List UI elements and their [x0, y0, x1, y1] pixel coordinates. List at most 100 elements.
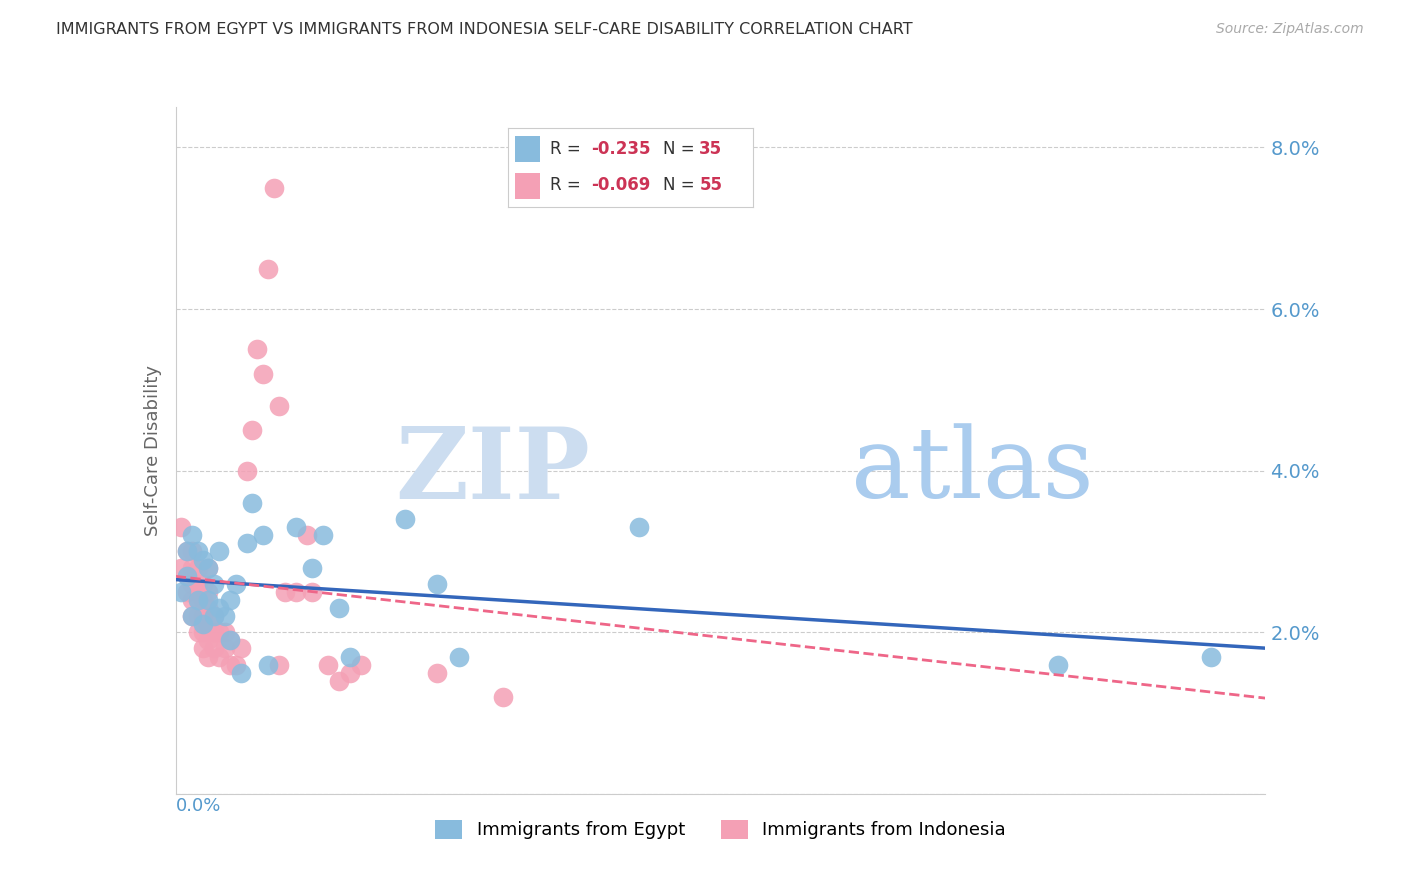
Text: R =: R = [550, 177, 586, 194]
Point [186, 593, 209, 607]
Point [225, 657, 247, 672]
Point [181, 609, 204, 624]
Point [269, 399, 291, 413]
Point [176, 568, 198, 582]
Y-axis label: Self-Care Disability: Self-Care Disability [143, 365, 162, 536]
Point [191, 609, 214, 624]
Point [295, 528, 318, 542]
Point [447, 649, 470, 664]
Point [170, 585, 193, 599]
Point [186, 609, 209, 624]
Text: 35: 35 [699, 140, 723, 158]
Point [274, 585, 297, 599]
Text: -0.235: -0.235 [592, 140, 651, 158]
Bar [516, 173, 540, 199]
Point [257, 261, 280, 276]
Point [197, 593, 219, 607]
Point [191, 552, 214, 566]
Point [284, 585, 307, 599]
Point [318, 657, 340, 672]
Point [394, 512, 416, 526]
Point [219, 633, 242, 648]
Point [312, 528, 335, 542]
Point [301, 585, 323, 599]
Point [328, 601, 350, 615]
Point [208, 544, 231, 558]
Point [426, 576, 449, 591]
Point [219, 657, 242, 672]
Point [252, 367, 274, 381]
Point [214, 625, 236, 640]
Point [186, 560, 209, 574]
Point [191, 625, 214, 640]
Point [350, 657, 373, 672]
Point [181, 593, 204, 607]
Point [202, 609, 225, 624]
Point [181, 544, 204, 558]
Point [202, 609, 225, 624]
Point [301, 560, 323, 574]
Point [181, 560, 204, 574]
Point [269, 657, 291, 672]
Point [208, 625, 231, 640]
Point [339, 665, 361, 680]
Text: atlas: atlas [852, 423, 1094, 519]
Point [197, 560, 219, 574]
Text: ZIP: ZIP [395, 423, 591, 519]
Point [170, 560, 193, 574]
Point [627, 520, 650, 534]
Point [181, 528, 204, 542]
Point [235, 464, 257, 478]
Point [208, 601, 231, 615]
Point [202, 641, 225, 656]
Point [1047, 657, 1070, 672]
Text: N =: N = [662, 140, 699, 158]
Point [176, 544, 198, 558]
Point [191, 641, 214, 656]
Point [197, 560, 219, 574]
Point [186, 576, 209, 591]
Legend: Immigrants from Egypt, Immigrants from Indonesia: Immigrants from Egypt, Immigrants from I… [427, 813, 1014, 847]
Point [214, 641, 236, 656]
Point [186, 593, 209, 607]
Point [240, 496, 263, 510]
Point [1199, 649, 1222, 664]
Point [202, 576, 225, 591]
Point [246, 343, 269, 357]
Point [197, 649, 219, 664]
Text: -0.069: -0.069 [592, 177, 651, 194]
Point [284, 520, 307, 534]
Point [191, 576, 214, 591]
Point [263, 181, 285, 195]
Bar [516, 136, 540, 161]
Text: R =: R = [550, 140, 586, 158]
Point [186, 625, 209, 640]
Text: 55: 55 [699, 177, 723, 194]
Point [176, 544, 198, 558]
Point [186, 544, 209, 558]
Text: 0.0%: 0.0% [176, 797, 221, 814]
Point [235, 536, 257, 550]
Point [191, 593, 214, 607]
Point [214, 609, 236, 624]
Point [219, 593, 242, 607]
Text: N =: N = [662, 177, 699, 194]
Point [181, 576, 204, 591]
Point [202, 625, 225, 640]
Text: IMMIGRANTS FROM EGYPT VS IMMIGRANTS FROM INDONESIA SELF-CARE DISABILITY CORRELAT: IMMIGRANTS FROM EGYPT VS IMMIGRANTS FROM… [56, 22, 912, 37]
Point [231, 665, 253, 680]
Point [257, 657, 280, 672]
Point [219, 633, 242, 648]
Point [339, 649, 361, 664]
Point [181, 609, 204, 624]
Point [328, 673, 350, 688]
Point [208, 649, 231, 664]
Point [492, 690, 515, 704]
Point [197, 633, 219, 648]
Point [176, 585, 198, 599]
Point [252, 528, 274, 542]
Text: Source: ZipAtlas.com: Source: ZipAtlas.com [1216, 22, 1364, 37]
Point [197, 585, 219, 599]
Point [197, 617, 219, 632]
Point [197, 601, 219, 615]
